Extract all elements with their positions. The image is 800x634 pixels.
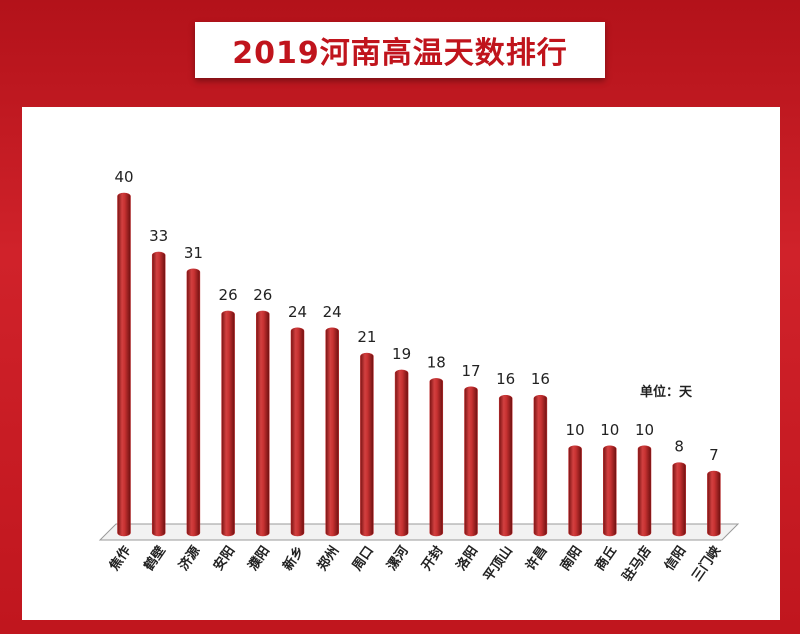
x-tick-label: 洛阳 — [453, 543, 481, 573]
bar — [533, 394, 548, 537]
x-tick-label: 周口 — [350, 544, 377, 574]
value-label: 40 — [114, 168, 133, 186]
value-label: 19 — [392, 345, 411, 363]
x-tick-label: 商丘 — [592, 543, 620, 573]
value-label: 24 — [288, 303, 307, 321]
x-tick-label: 安阳 — [210, 543, 238, 573]
bar — [290, 327, 305, 537]
bar — [186, 268, 201, 537]
x-tick-label: 三门峡 — [689, 542, 725, 584]
bar — [672, 462, 686, 537]
bar — [360, 352, 374, 537]
value-label: 31 — [184, 244, 203, 262]
bar — [568, 445, 582, 537]
value-label: 16 — [496, 370, 515, 388]
x-tick-label: 濮阳 — [245, 543, 273, 573]
bar — [151, 251, 166, 537]
value-label: 18 — [427, 353, 446, 371]
value-label: 33 — [149, 227, 168, 245]
x-tick-label: 开封 — [418, 543, 446, 573]
bar — [498, 394, 513, 537]
x-tick-label: 南阳 — [557, 543, 585, 573]
value-label: 26 — [253, 286, 272, 304]
bar — [637, 445, 652, 537]
x-tick-label: 许昌 — [523, 543, 551, 573]
x-tick-label: 郑州 — [314, 543, 342, 573]
value-label: 17 — [461, 362, 480, 380]
value-label: 26 — [219, 286, 238, 304]
bar — [117, 192, 131, 537]
unit-label: 单位：天 — [640, 384, 693, 400]
x-tick-label: 新乡 — [280, 543, 308, 573]
x-tick-label: 焦作 — [106, 543, 135, 574]
x-tick-label: 平顶山 — [480, 543, 515, 584]
bar — [707, 470, 721, 537]
chart-title: 2019河南高温天数排行 — [232, 36, 568, 71]
x-tick-label: 济源 — [176, 543, 204, 573]
value-label: 8 — [674, 438, 684, 456]
value-label: 10 — [635, 421, 654, 439]
bar — [429, 378, 444, 537]
bar — [394, 369, 409, 537]
value-label: 24 — [323, 303, 342, 321]
bar — [325, 327, 339, 537]
bar — [464, 386, 478, 537]
x-tick-label: 驻马店 — [619, 543, 654, 584]
x-tick-label: 信阳 — [661, 543, 689, 573]
bar — [256, 310, 270, 537]
value-label: 10 — [566, 421, 585, 439]
bar — [221, 310, 235, 537]
value-label: 16 — [531, 370, 550, 388]
title-box: 2019河南高温天数排行 — [195, 22, 605, 78]
bar — [603, 445, 617, 537]
value-label: 7 — [709, 446, 719, 464]
x-tick-label: 漯河 — [384, 543, 412, 573]
x-tick-label: 鹤壁 — [141, 543, 169, 573]
value-label: 21 — [357, 328, 376, 346]
value-label: 10 — [600, 421, 619, 439]
